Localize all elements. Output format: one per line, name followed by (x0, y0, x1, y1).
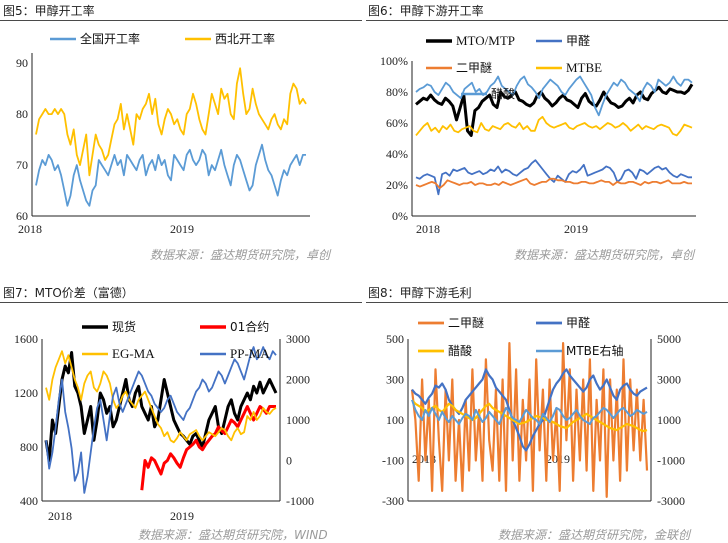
p3-ytick-right-0: -1000 (286, 494, 314, 508)
p4-ytick-right-1: -1000 (657, 454, 685, 468)
p4-ytick-left-0: -300 (382, 494, 404, 508)
p2-xtick-1: 2019 (564, 222, 588, 236)
chart-panel-p4: -300 -100 100 300 500 -3000 -1000 1000 3000 5000 2… (366, 302, 728, 528)
p4-ytick-right-3: 3000 (657, 373, 681, 387)
p4-legend-label-0: 二甲醚 (448, 316, 484, 330)
p2-series-1-line (415, 159, 692, 196)
p4-ytick-left-3: 300 (386, 373, 404, 387)
p4-ytick-left-2: 100 (386, 413, 404, 427)
p3-ytick-right-2: 1000 (286, 413, 310, 427)
source-p4: 数据来源：盛达期货研究院，金联创 (498, 528, 691, 542)
p2-ytick-left-2: 40% (386, 147, 408, 161)
p3-legend-label-0: 现货 (112, 319, 136, 334)
chart-svg-p4: -300-100100300500-3000-10001000300050002… (382, 315, 685, 508)
p3-legend-label-3: PP-MA (230, 346, 270, 361)
p3-series-2-line (45, 350, 277, 444)
p3-ytick-left-1: 800 (20, 440, 38, 454)
p2-series-0-line (415, 83, 694, 137)
p2-legend-label-0: MTO/MTP (456, 33, 515, 48)
p1-ytick-left-1: 70 (16, 158, 28, 172)
p4-ytick-left-1: -100 (382, 454, 404, 468)
chart-panel-p1: 60 70 80 90 2018 2019 全国开工率 西北开工率 (0, 20, 362, 261)
p3-series-0-line (44, 351, 278, 462)
p3-ytick-left-3: 1600 (14, 332, 38, 346)
p4-series-2-line (411, 399, 648, 433)
source-p2: 数据来源：盛达期货研究院，卓创 (514, 248, 695, 262)
source-p3: 数据来源：盛达期货研究院，WIND (138, 528, 328, 542)
chart-panel-p3: 400 800 1200 1600 -1000 0 1000 2000 3000 2018 2019… (0, 302, 362, 528)
p2-ytick-left-5: 100% (380, 54, 408, 68)
p3-ytick-right-1: 0 (286, 454, 292, 468)
source-p1: 数据来源：盛达期货研究院，卓创 (150, 248, 331, 262)
p2-ytick-left-1: 20% (386, 178, 408, 192)
p3-ytick-right-4: 3000 (286, 332, 310, 346)
caption-p2: 图6：甲醇下游开工率 (368, 4, 484, 18)
caption-p1: 图5：甲醇开工率 (3, 4, 95, 18)
p1-ytick-left-2: 80 (16, 107, 28, 121)
p3-xtick-0: 2018 (48, 509, 72, 523)
p2-ytick-left-4: 80% (386, 85, 408, 99)
chart-svg-p3: 400 800 1200 1600 -1000 0 1000 2000 3000 2018 2019… (14, 319, 314, 523)
p3-ytick-left-2: 1200 (14, 386, 38, 400)
p2-legend-label-3: MTBE (566, 60, 602, 75)
p2-series-2-line (415, 177, 692, 189)
p1-series-0-line (35, 143, 306, 207)
p1-ytick-left-3: 90 (16, 56, 28, 70)
caption-p4: 图8：甲醇下游毛利 (368, 286, 472, 300)
p2-legend-label-2: 二甲醚 (456, 61, 492, 75)
p2-ytick-left-3: 60% (386, 116, 408, 130)
p2-xtick-0: 2018 (416, 222, 440, 236)
p4-legend-label-3: MTBE右轴 (566, 343, 624, 358)
p2-series-3-line (415, 115, 693, 137)
p4-legend-label-1: 甲醛 (566, 315, 590, 330)
p4-ytick-right-0: -3000 (657, 494, 685, 508)
p4-series-3-line (411, 399, 648, 425)
chart-panel-p2: 0% 20% 40% 60% 80% 100% 2018 2019 MTO/MTP 甲醛二甲醚 MT… (366, 20, 728, 261)
p4-series-1-line (411, 368, 648, 452)
p3-ytick-right-3: 2000 (286, 373, 310, 387)
p1-xtick-0: 2018 (18, 222, 42, 236)
p3-series-3-line (45, 346, 277, 494)
p4-ytick-right-2: 1000 (657, 413, 681, 427)
p3-ytick-left-0: 400 (20, 494, 38, 508)
p4-ytick-left-4: 500 (386, 332, 404, 346)
p3-series-1-line (140, 405, 276, 491)
p1-xtick-1: 2019 (170, 222, 194, 236)
p4-ytick-right-4: 5000 (657, 332, 681, 346)
p4-legend-label-2: 醋酸 (448, 343, 472, 358)
p2-legend-label-1: 甲醛 (566, 33, 590, 48)
p1-series-1-line (35, 67, 307, 177)
p3-xtick-1: 2019 (170, 509, 194, 523)
chart-svg-p1: 60 70 80 90 2018 2019 全国开工率 西北开工率 (16, 31, 310, 236)
p3-legend-label-2: EG-MA (112, 346, 155, 361)
p2-ytick-left-0: 0% (392, 209, 408, 223)
p4-series-0-line (410, 342, 649, 498)
p2-legend-label-4: 醋酸 (491, 86, 515, 101)
p1-legend-label-0: 全国开工率 (80, 31, 140, 46)
caption-p3: 图7：MTO价差（富德） (3, 286, 134, 300)
p3-legend-label-1: 01合约 (230, 319, 269, 334)
p1-ytick-left-0: 60 (16, 209, 28, 223)
p1-legend-label-1: 西北开工率 (215, 31, 275, 46)
